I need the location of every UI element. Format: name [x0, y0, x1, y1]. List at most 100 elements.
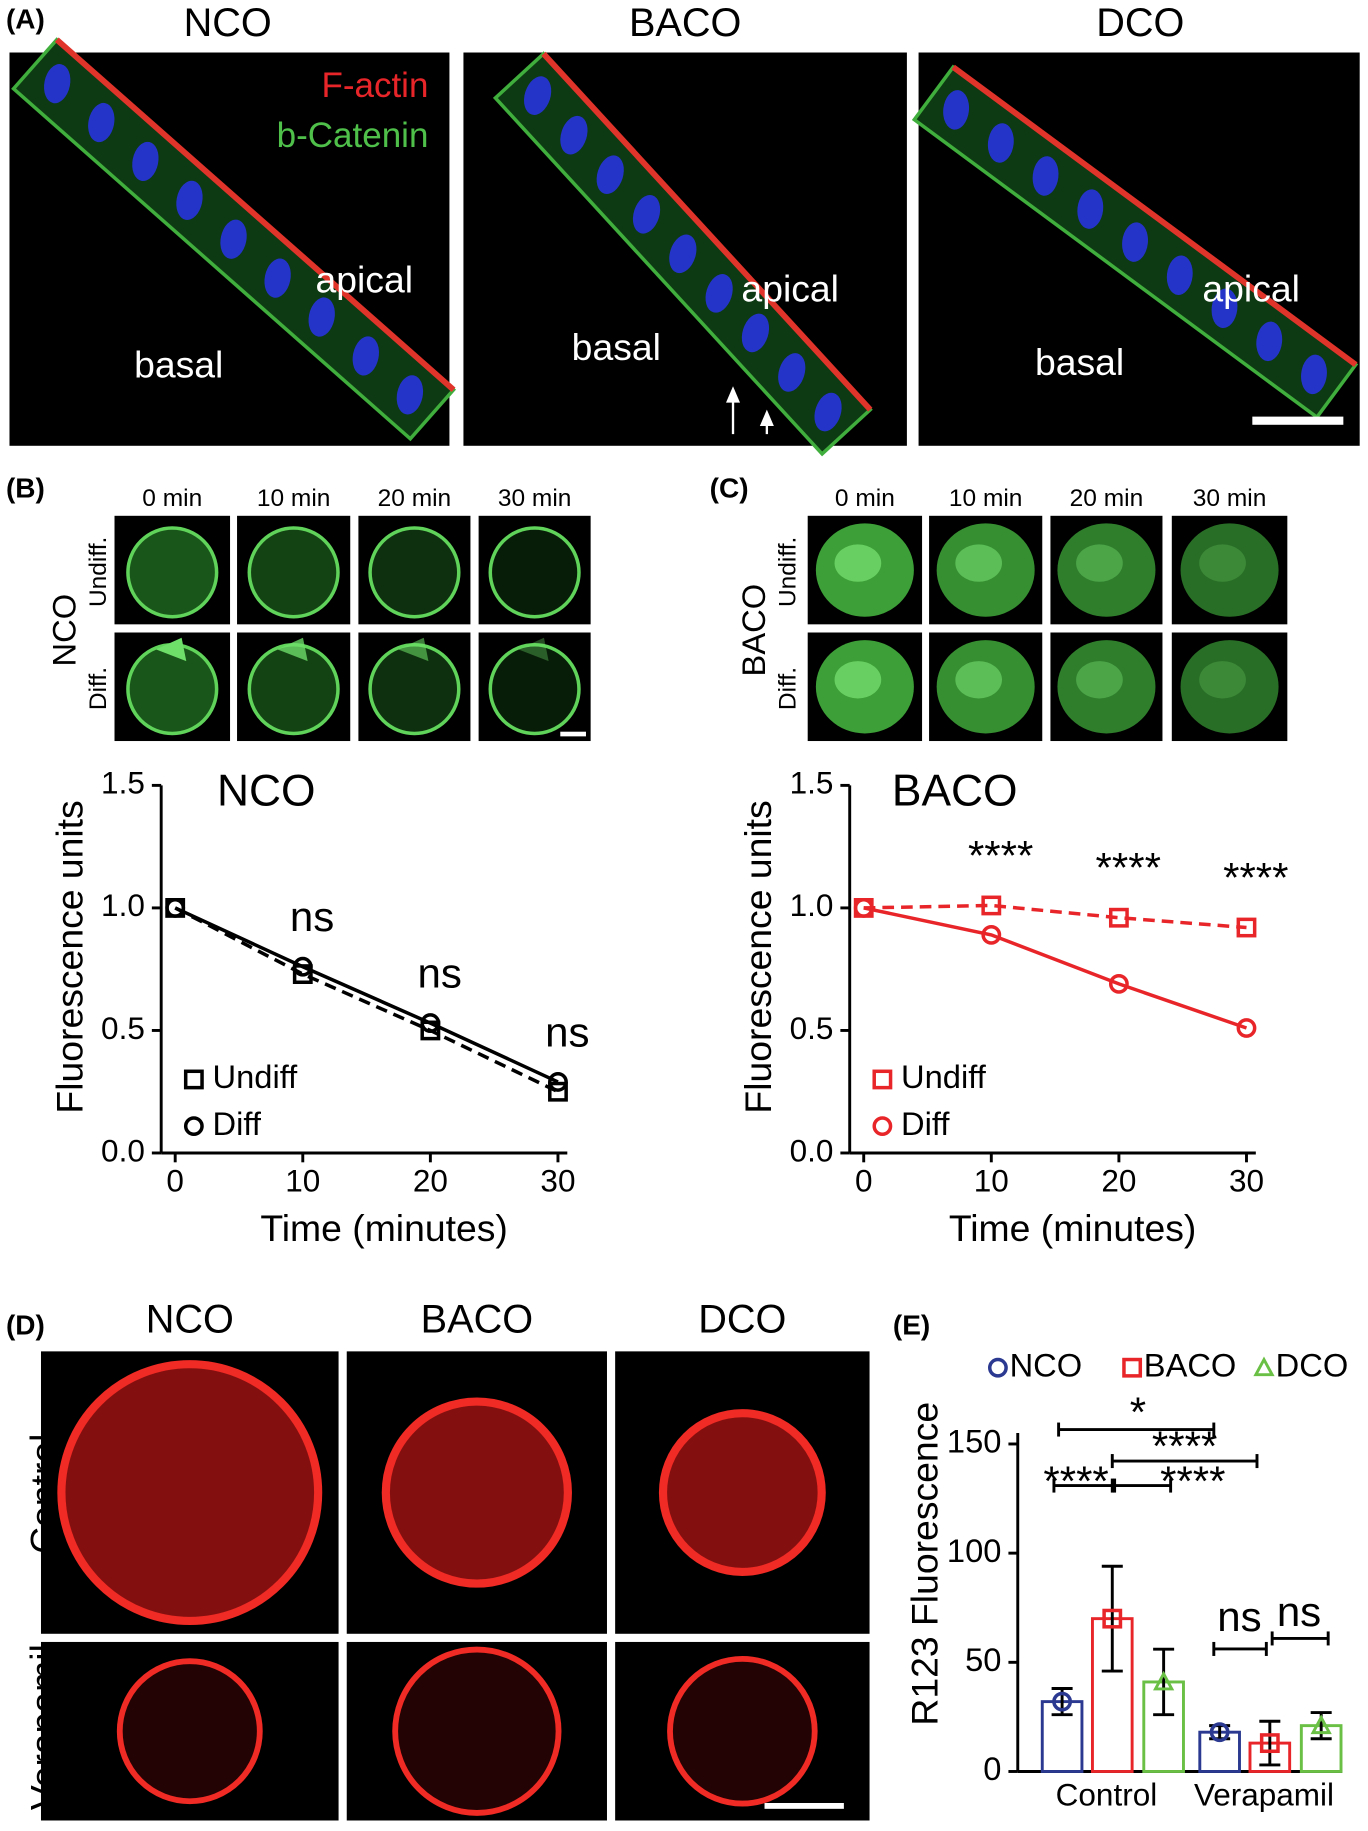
x-tick-label: 20: [1101, 1163, 1136, 1199]
nucleus: [88, 102, 115, 143]
apical-edge: [951, 64, 1358, 368]
nucleus: [1301, 354, 1327, 395]
marker: [548, 1071, 568, 1092]
nucleus: [560, 115, 588, 155]
series-line: [174, 906, 559, 1094]
x-tick-label: 0: [166, 1163, 184, 1199]
cell-cap: [398, 637, 429, 662]
time-label: 20 min: [1070, 485, 1144, 512]
y-tick-label: 1.5: [790, 765, 834, 801]
image-title: NCO: [184, 1, 272, 45]
legend-marker: [987, 1357, 1008, 1378]
nucleus: [1032, 156, 1059, 196]
x-axis-label: Time (minutes): [949, 1207, 1197, 1249]
cell: [126, 643, 219, 736]
marker: [1108, 907, 1129, 928]
cell-core: [955, 661, 1003, 699]
cell: [1180, 523, 1279, 617]
nucleus: [352, 336, 379, 376]
nucleus: [176, 180, 203, 220]
nucleus: [523, 76, 552, 115]
cell-core: [1199, 544, 1246, 582]
nucleus: [632, 194, 661, 234]
nucleus: [220, 219, 247, 259]
time-label: 0 min: [835, 485, 895, 512]
legend-marker: [183, 1069, 204, 1090]
cell-core: [834, 661, 882, 699]
image-title: BACO: [629, 1, 741, 45]
column-title: NCO: [146, 1298, 234, 1342]
cell-cap: [277, 637, 308, 662]
mean-point: [1259, 1733, 1280, 1754]
y-tick-label: 0.5: [790, 1010, 834, 1046]
cell: [381, 1397, 572, 1588]
cell-core: [1076, 661, 1123, 699]
marker: [548, 1081, 568, 1102]
nucleus: [814, 392, 842, 432]
chart-title: BACO: [892, 766, 1018, 815]
x-tick-label: 10: [974, 1163, 1009, 1199]
nucleus: [264, 258, 291, 298]
annotation: basal: [572, 326, 661, 368]
x-tick-label: 0: [855, 1163, 873, 1199]
y-tick-label: 1.5: [101, 765, 145, 801]
annotation: ****: [1223, 854, 1288, 901]
cell: [126, 526, 219, 619]
significance-label: ns: [1277, 1588, 1321, 1635]
stain-label: b-Catenin: [277, 116, 429, 155]
cell-core: [955, 544, 1003, 582]
cell: [1057, 640, 1156, 734]
nucleus: [987, 123, 1014, 163]
nucleus: [1122, 222, 1148, 262]
row-label: Undiff.: [774, 537, 801, 607]
significance-label: *: [1130, 1389, 1146, 1436]
nucleus: [669, 234, 697, 274]
nucleus: [308, 297, 335, 337]
legend-marker: [1122, 1357, 1143, 1378]
significance-label: ****: [1043, 1457, 1108, 1504]
time-label: 10 min: [949, 485, 1023, 512]
x-axis-label: Time (minutes): [260, 1207, 507, 1249]
annotation: basal: [1035, 341, 1124, 383]
annotation: ns: [290, 893, 334, 940]
cell-cap: [518, 637, 549, 662]
legend-marker: [872, 1069, 893, 1090]
row-label: Diff.: [85, 667, 112, 710]
x-tick-label: 20: [413, 1163, 448, 1199]
significance-label: ****: [1160, 1457, 1225, 1504]
cell-core: [1199, 661, 1246, 699]
cell: [247, 526, 340, 619]
series-line: [174, 906, 559, 1084]
x-tick-label: 30: [1229, 1163, 1264, 1199]
stain-label: F-actin: [321, 66, 428, 105]
scale-bar: [1252, 416, 1344, 425]
nucleus: [741, 313, 770, 353]
significance-label: ns: [1217, 1593, 1261, 1640]
column-title: DCO: [698, 1298, 786, 1342]
marker: [292, 956, 313, 977]
scale-bar: [560, 731, 586, 737]
y-axis-label: Fluorescence units: [48, 800, 90, 1113]
row-label: Diff.: [774, 667, 801, 710]
panel-label: (A): [6, 3, 45, 34]
marker: [853, 897, 874, 918]
frame: [478, 515, 591, 625]
cell: [488, 643, 581, 736]
x-tick-label: 10: [285, 1163, 320, 1199]
cell: [368, 526, 461, 619]
nucleus: [1256, 321, 1283, 362]
frame: [478, 632, 591, 742]
mean-point: [1102, 1608, 1123, 1629]
time-label: 30 min: [1193, 485, 1267, 512]
row-label: Control: [23, 1434, 65, 1554]
nucleus: [1211, 288, 1238, 329]
marker: [1108, 973, 1129, 994]
cell: [488, 526, 581, 619]
panel-label: (D): [6, 1309, 45, 1340]
marker: [981, 924, 1002, 945]
nucleus: [705, 274, 733, 313]
significance-label: ****: [1152, 1422, 1217, 1469]
time-label: 0 min: [142, 485, 202, 512]
annotation: ns: [545, 1008, 589, 1055]
